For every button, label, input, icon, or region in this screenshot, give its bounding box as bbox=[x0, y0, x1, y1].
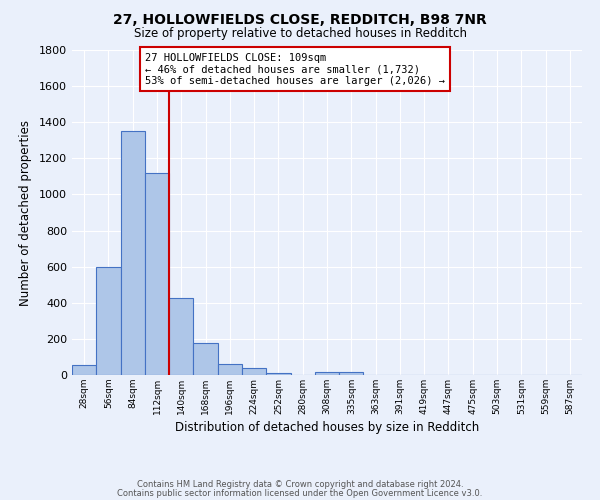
Bar bbox=[218, 364, 242, 375]
Bar bbox=[315, 372, 339, 375]
Text: Contains public sector information licensed under the Open Government Licence v3: Contains public sector information licen… bbox=[118, 488, 482, 498]
Text: 27, HOLLOWFIELDS CLOSE, REDDITCH, B98 7NR: 27, HOLLOWFIELDS CLOSE, REDDITCH, B98 7N… bbox=[113, 12, 487, 26]
Bar bbox=[72, 364, 96, 375]
Bar bbox=[242, 368, 266, 375]
X-axis label: Distribution of detached houses by size in Redditch: Distribution of detached houses by size … bbox=[175, 421, 479, 434]
Bar bbox=[121, 131, 145, 375]
Text: Contains HM Land Registry data © Crown copyright and database right 2024.: Contains HM Land Registry data © Crown c… bbox=[137, 480, 463, 489]
Bar bbox=[145, 173, 169, 375]
Bar bbox=[169, 298, 193, 375]
Y-axis label: Number of detached properties: Number of detached properties bbox=[19, 120, 32, 306]
Bar bbox=[266, 373, 290, 375]
Text: 27 HOLLOWFIELDS CLOSE: 109sqm
← 46% of detached houses are smaller (1,732)
53% o: 27 HOLLOWFIELDS CLOSE: 109sqm ← 46% of d… bbox=[145, 52, 445, 86]
Bar bbox=[193, 344, 218, 375]
Bar bbox=[96, 266, 121, 375]
Bar bbox=[339, 372, 364, 375]
Text: Size of property relative to detached houses in Redditch: Size of property relative to detached ho… bbox=[133, 28, 467, 40]
